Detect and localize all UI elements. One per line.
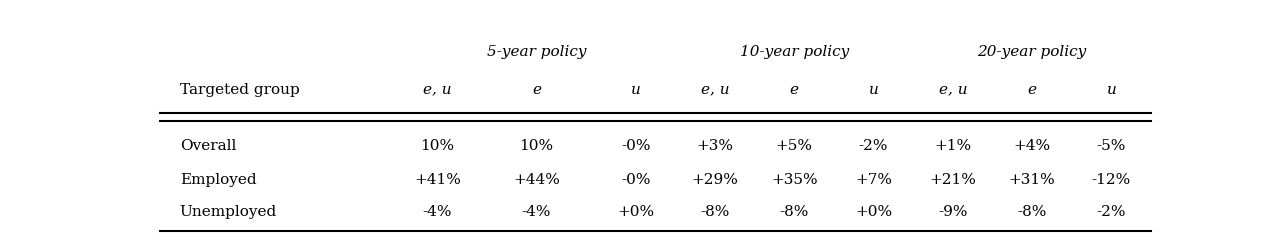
Text: -0%: -0% xyxy=(620,139,651,153)
Text: -2%: -2% xyxy=(1096,205,1127,219)
Text: +21%: +21% xyxy=(930,173,976,187)
Text: e: e xyxy=(789,83,799,97)
Text: u: u xyxy=(1106,83,1117,97)
Text: Employed: Employed xyxy=(179,173,256,187)
Text: +5%: +5% xyxy=(776,139,812,153)
Text: u: u xyxy=(868,83,879,97)
Text: -4%: -4% xyxy=(522,205,551,219)
Text: +1%: +1% xyxy=(934,139,972,153)
Text: Targeted group: Targeted group xyxy=(179,83,299,97)
Text: -8%: -8% xyxy=(701,205,729,219)
Text: e: e xyxy=(532,83,541,97)
Text: +31%: +31% xyxy=(1009,173,1055,187)
Text: -0%: -0% xyxy=(620,173,651,187)
Text: -8%: -8% xyxy=(780,205,808,219)
Text: +29%: +29% xyxy=(692,173,738,187)
Text: +7%: +7% xyxy=(856,173,891,187)
Text: Unemployed: Unemployed xyxy=(179,205,278,219)
Text: +0%: +0% xyxy=(616,205,655,219)
Text: +41%: +41% xyxy=(414,173,460,187)
Text: -8%: -8% xyxy=(1018,205,1046,219)
Text: 10%: 10% xyxy=(519,139,554,153)
Text: 10%: 10% xyxy=(421,139,454,153)
Text: Overall: Overall xyxy=(179,139,237,153)
Text: -5%: -5% xyxy=(1097,139,1126,153)
Text: 10-year policy: 10-year policy xyxy=(739,45,849,59)
Text: e: e xyxy=(1027,83,1037,97)
Text: +35%: +35% xyxy=(771,173,817,187)
Text: e, u: e, u xyxy=(701,83,729,97)
Text: u: u xyxy=(631,83,641,97)
Text: e, u: e, u xyxy=(939,83,967,97)
Text: +4%: +4% xyxy=(1013,139,1051,153)
Text: -2%: -2% xyxy=(858,139,889,153)
Text: -4%: -4% xyxy=(422,205,453,219)
Text: -9%: -9% xyxy=(938,205,968,219)
Text: -12%: -12% xyxy=(1092,173,1131,187)
Text: +0%: +0% xyxy=(854,205,893,219)
Text: +44%: +44% xyxy=(513,173,560,187)
Text: 20-year policy: 20-year policy xyxy=(977,45,1087,59)
Text: 5-year policy: 5-year policy xyxy=(487,45,586,59)
Text: +3%: +3% xyxy=(697,139,733,153)
Text: e, u: e, u xyxy=(423,83,451,97)
